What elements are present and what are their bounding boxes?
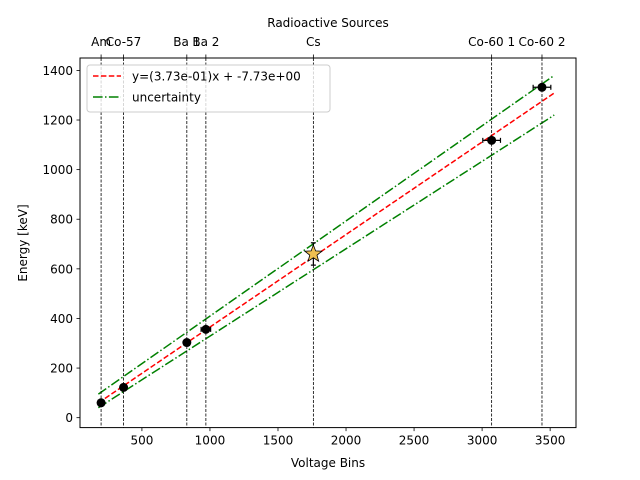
calibration-point bbox=[119, 382, 129, 392]
x-axis-label: Voltage Bins bbox=[291, 456, 365, 470]
calibration-point bbox=[182, 338, 192, 348]
source-label: Am bbox=[91, 35, 111, 49]
fit-line bbox=[97, 92, 555, 404]
uncertainty-upper-line bbox=[97, 74, 555, 395]
calibration-point bbox=[487, 135, 497, 145]
unknown-point-star bbox=[303, 243, 324, 263]
source-label: Ba 1 bbox=[173, 35, 200, 49]
source-label: Co-60 1 bbox=[468, 35, 515, 49]
source-label: Co-60 2 bbox=[518, 35, 565, 49]
uncertainty-lines bbox=[97, 74, 555, 409]
x-tick-label: 2500 bbox=[399, 434, 430, 448]
y-axis-label: Energy [keV] bbox=[16, 204, 30, 281]
x-tick-label: 1000 bbox=[195, 434, 226, 448]
calibration-point bbox=[537, 82, 547, 92]
calibration-point bbox=[96, 398, 106, 408]
source-label: Ba 2 bbox=[192, 35, 219, 49]
source-label: Co-57 bbox=[106, 35, 142, 49]
legend: y=(3.73e-01)x + -7.73e+00 uncertainty bbox=[86, 64, 331, 113]
y-axis-ticks: 0 200 400 600 800 1000 1200 1400 bbox=[42, 64, 80, 425]
uncertainty-lower-line bbox=[97, 114, 555, 409]
y-tick-label: 1200 bbox=[42, 114, 73, 128]
x-tick-label: 3000 bbox=[467, 434, 498, 448]
x-axis-ticks: 500 1000 1500 2000 2500 3000 3500 bbox=[130, 427, 566, 448]
data-points bbox=[96, 82, 552, 408]
y-tick-label: 600 bbox=[50, 262, 73, 276]
y-tick-label: 0 bbox=[65, 411, 73, 425]
x-tick-label: 500 bbox=[130, 434, 153, 448]
x-tick-label: 3500 bbox=[535, 434, 566, 448]
fit-line-group bbox=[97, 92, 555, 404]
y-tick-label: 200 bbox=[50, 362, 73, 376]
calibration-point bbox=[201, 324, 211, 334]
y-tick-label: 400 bbox=[50, 312, 73, 326]
legend-box bbox=[86, 64, 331, 113]
y-tick-label: 1000 bbox=[42, 163, 73, 177]
plot-frame bbox=[79, 57, 577, 429]
y-tick-label: 800 bbox=[50, 213, 73, 227]
x-tick-label: 1500 bbox=[263, 434, 294, 448]
chart-title: Radioactive Sources bbox=[267, 16, 388, 30]
legend-fit-label: y=(3.73e-01)x + -7.73e+00 bbox=[132, 70, 301, 84]
legend-uncertainty-label: uncertainty bbox=[132, 91, 201, 105]
y-tick-label: 1400 bbox=[42, 64, 73, 78]
source-label: Cs bbox=[306, 35, 321, 49]
x-tick-label: 2000 bbox=[331, 434, 362, 448]
